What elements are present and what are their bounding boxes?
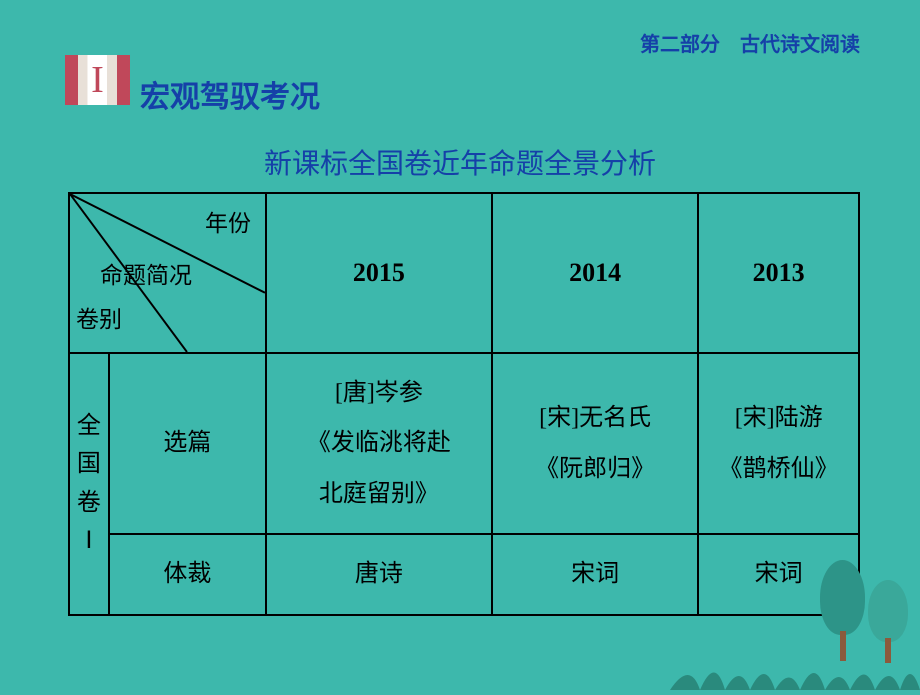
diag-label-topic: 命题简况 [100,254,192,298]
roman-numeral-icon: I [65,55,130,105]
diag-label-year: 年份 [205,202,251,246]
analysis-table: 年份 命题简况 卷别 2015 2014 2013 全国卷Ⅰ 选篇 [唐]岑参《… [68,192,860,616]
year-2014: 2014 [492,193,698,353]
year-2015: 2015 [266,193,492,353]
tree-large-icon [820,560,865,660]
row1-2014: [宋]无名氏《阮郎归》 [492,353,698,534]
paper-label: 全国卷Ⅰ [69,353,109,615]
row1-2013: [宋]陆游《鹊桥仙》 [698,353,859,534]
subtitle: 新课标全国卷近年命题全景分析 [0,142,920,182]
row1-label: 选篇 [109,353,266,534]
year-2013: 2013 [698,193,859,353]
row2-2015: 唐诗 [266,534,492,614]
row2-label: 体裁 [109,534,266,614]
page-header: 第二部分 古代诗文阅读 [640,28,860,57]
diagonal-header-cell: 年份 命题简况 卷别 [69,193,266,353]
section-title: 宏观驾驭考况 [140,72,320,116]
roman-numeral-text: I [91,59,104,101]
row1-2015: [唐]岑参《发临洮将赴北庭留别》 [266,353,492,534]
diag-label-paper: 卷别 [76,298,122,342]
tree-small-icon [868,580,908,665]
row2-2014: 宋词 [492,534,698,614]
